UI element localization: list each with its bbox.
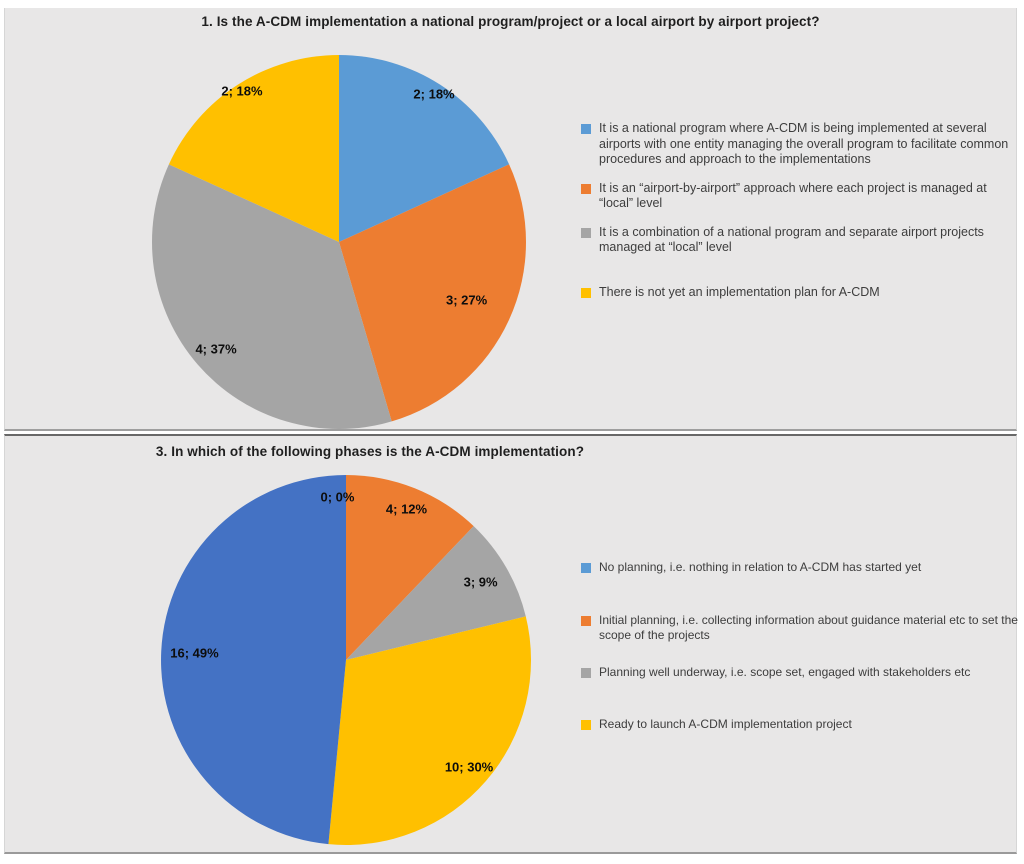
legend-marker-icon <box>581 563 591 573</box>
chart-panel-1: 1. Is the A-CDM implementation a nationa… <box>4 8 1017 431</box>
pie-data-label: 4; 12% <box>385 501 428 517</box>
chart-panel-2: 3. In which of the following phases is t… <box>4 434 1018 854</box>
legend-label: Initial planning, i.e. collecting inform… <box>599 612 1018 643</box>
pie-data-label: 4; 37% <box>195 341 237 357</box>
pie-slice <box>346 475 474 660</box>
legend-item: Planning well underway, i.e. scope set, … <box>581 665 1024 681</box>
chart-2-title: 3. In which of the following phases is t… <box>155 444 585 459</box>
pie-chart-1: 2; 18% 3; 27% 4; 37% 2; 18% <box>149 52 529 432</box>
legend-label: It is a national program where A-CDM is … <box>599 121 1009 166</box>
pie-data-label: 3; 27% <box>445 292 488 308</box>
legend-label: There is not yet an implementation plan … <box>599 284 880 299</box>
pie-slice <box>328 616 532 845</box>
legend-marker-icon <box>581 287 591 298</box>
pie-data-label: 2; 18% <box>221 83 263 99</box>
pie-slice <box>346 526 526 660</box>
chart-1-legend: It is a national program where A-CDM is … <box>581 121 1021 313</box>
legend-item: It is a combination of a national progra… <box>581 225 1021 256</box>
pie-slice <box>339 55 510 242</box>
chart-2-legend: No planning, i.e. nothing in relation to… <box>581 560 1024 770</box>
legend-item: It is an “airport-by-airport” approach w… <box>581 181 1021 212</box>
legend-marker-icon <box>581 615 591 626</box>
pie-chart-2-svg <box>161 475 532 845</box>
pie-data-label: 2; 18% <box>413 86 455 102</box>
pie-slice <box>152 164 392 430</box>
pie-data-label: 10; 30% <box>444 759 494 775</box>
legend-marker-icon <box>581 183 591 194</box>
legend-item: Ready to launch A-CDM implementation pro… <box>581 717 1024 733</box>
legend-marker-icon <box>581 720 591 730</box>
legend-marker-icon <box>581 124 591 134</box>
legend-label: Ready to launch A-CDM implementation pro… <box>599 717 852 731</box>
legend-marker-icon <box>581 227 591 238</box>
legend-label: It is an “airport-by-airport” approach w… <box>599 180 987 211</box>
legend-label: Planning well underway, i.e. scope set, … <box>599 664 971 679</box>
legend-label: No planning, i.e. nothing in relation to… <box>599 560 922 574</box>
pie-slice <box>161 475 346 845</box>
legend-item: There is not yet an implementation plan … <box>581 285 1021 301</box>
pie-data-label: 3; 9% <box>463 574 498 590</box>
legend-marker-icon <box>581 667 591 678</box>
pie-slice <box>339 164 526 422</box>
pie-chart-1-svg <box>152 55 526 430</box>
legend-item: It is a national program where A-CDM is … <box>581 121 1021 168</box>
legend-label: It is a combination of a national progra… <box>599 224 984 255</box>
legend-item: No planning, i.e. nothing in relation to… <box>581 560 1024 576</box>
chart-1-title: 1. Is the A-CDM implementation a nationa… <box>201 14 820 29</box>
pie-data-label: 16; 49% <box>170 645 219 661</box>
pie-data-label: 0; 0% <box>320 489 355 505</box>
legend-item: Initial planning, i.e. collecting inform… <box>581 613 1024 644</box>
pie-slice <box>168 55 339 242</box>
pie-chart-2: 0; 0% 4; 12% 3; 9% 10; 30% 16; 49% <box>158 472 534 848</box>
